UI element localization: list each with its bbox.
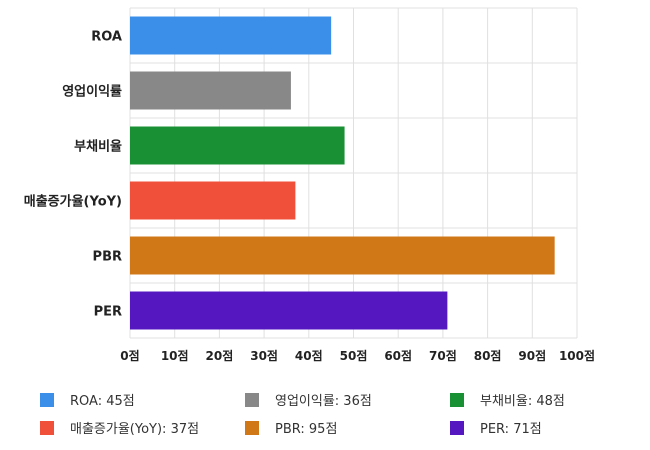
legend-label: ROA: 45점 bbox=[70, 394, 135, 409]
bar[interactable] bbox=[130, 71, 291, 110]
legend-item-debt-ratio[interactable]: 부채비율: 48점 bbox=[450, 390, 565, 409]
category-label: 영업이익률 bbox=[62, 84, 122, 100]
grid-lines bbox=[129, 7, 578, 339]
legend-label: PBR: 95점 bbox=[275, 422, 338, 437]
bar[interactable] bbox=[130, 16, 332, 55]
x-tick-label: 20점 bbox=[206, 348, 234, 363]
x-tick-label: 70점 bbox=[429, 348, 457, 363]
legend-swatch bbox=[245, 420, 259, 435]
bars bbox=[130, 16, 555, 330]
category-label: 매출증가율(YoY) bbox=[24, 194, 122, 210]
legend-item-pbr[interactable]: PBR: 95점 bbox=[245, 418, 337, 437]
x-tick-label: 30점 bbox=[250, 348, 278, 363]
x-tick-label: 60점 bbox=[384, 348, 412, 363]
bar[interactable] bbox=[130, 126, 345, 165]
x-tick-label: 90점 bbox=[518, 348, 546, 363]
x-tick-label: 40점 bbox=[295, 348, 323, 363]
x-tick-label: 50점 bbox=[340, 348, 368, 363]
category-label: PBR bbox=[93, 250, 122, 265]
legend-item-sales-growth[interactable]: 매출증가율(YoY): 37점 bbox=[40, 418, 199, 437]
legend-label: 매출증가율(YoY): 37점 bbox=[70, 422, 200, 437]
legend-swatch bbox=[40, 392, 54, 407]
legend-item-roa[interactable]: ROA: 45점 bbox=[40, 390, 135, 409]
legend-swatch bbox=[40, 420, 54, 435]
bar[interactable] bbox=[130, 236, 555, 275]
x-tick-label: 10점 bbox=[161, 348, 189, 363]
legend-label: 영업이익률: 36점 bbox=[275, 394, 372, 409]
category-label: PER bbox=[94, 305, 122, 320]
bar[interactable] bbox=[130, 181, 296, 220]
legend-item-operating-margin[interactable]: 영업이익률: 36점 bbox=[245, 390, 372, 409]
category-label: ROA bbox=[91, 30, 122, 45]
legend-swatch bbox=[245, 392, 259, 407]
x-axis-tick-labels: 0점 10점 20점 30점 40점 50점 60점 70점 80점 90점 100점 bbox=[120, 348, 595, 363]
legend-swatch bbox=[450, 392, 464, 407]
x-tick-label: 80점 bbox=[474, 348, 502, 363]
legend-label: 부채비율: 48점 bbox=[480, 394, 565, 409]
legend-swatch bbox=[450, 420, 464, 435]
x-tick-label: 0점 bbox=[120, 348, 139, 363]
bar[interactable] bbox=[130, 291, 448, 330]
category-label: 부채비율 bbox=[74, 139, 122, 155]
legend-item-per[interactable]: PER: 71점 bbox=[450, 418, 542, 437]
x-tick-label: 100점 bbox=[559, 348, 595, 363]
legend-label: PER: 71점 bbox=[480, 422, 542, 437]
